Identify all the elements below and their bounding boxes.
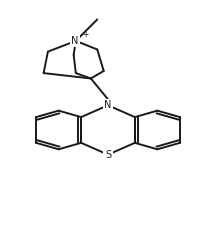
Text: N: N bbox=[71, 36, 78, 46]
Text: S: S bbox=[105, 150, 111, 160]
Text: +: + bbox=[83, 30, 89, 39]
Text: N: N bbox=[104, 100, 112, 110]
